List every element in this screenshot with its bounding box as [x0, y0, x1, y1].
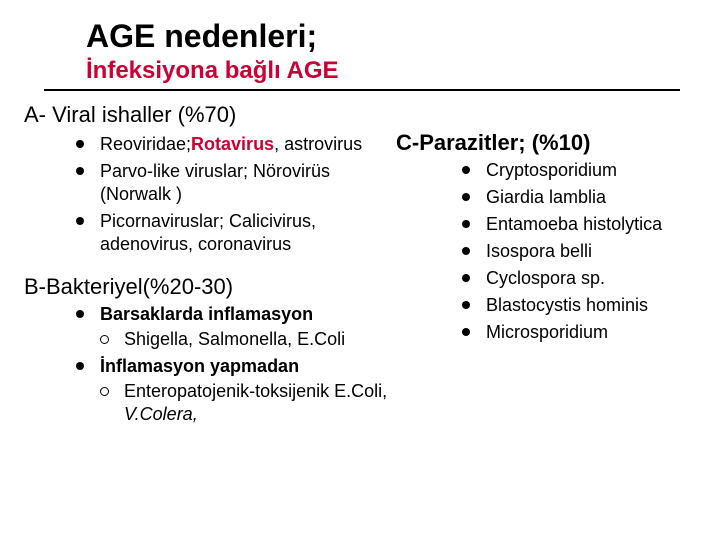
section-c-list: Cryptosporidium Giardia lamblia Entamoeb… — [462, 159, 720, 348]
section-a-list: Reoviridae;Rotavirus, astrovirus Parvo-l… — [76, 133, 396, 260]
text-bold: İnflamasyon yapmadan — [100, 356, 299, 376]
list-item: Picornaviruslar; Calicivirus, adenovirus… — [76, 210, 396, 256]
text-bold: Barsaklarda inflamasyon — [100, 304, 313, 324]
sublist: Shigella, Salmonella, E.Coli — [100, 328, 396, 351]
section-b-list: Barsaklarda inflamasyon Shigella, Salmon… — [76, 303, 396, 430]
list-item: Cryptosporidium — [462, 159, 720, 182]
text-italic: V.Colera, — [124, 404, 198, 424]
list-item: Isospora belli — [462, 240, 720, 263]
list-item: Microsporidium — [462, 321, 720, 344]
list-item: Cyclospora sp. — [462, 267, 720, 290]
list-item: Entamoeba histolytica — [462, 213, 720, 236]
text: , astrovirus — [274, 134, 362, 154]
list-item: Barsaklarda inflamasyon Shigella, Salmon… — [76, 303, 396, 351]
section-a-heading: A- Viral ishaller (%70) — [24, 101, 236, 129]
section-c-heading: C-Parazitler; (%10) — [396, 129, 590, 157]
list-item: İnflamasyon yapmadan Enteropatojenik-tok… — [76, 355, 396, 426]
sublist: Enteropatojenik-toksijenik E.Coli, V.Col… — [100, 380, 396, 426]
divider — [44, 89, 680, 91]
slide-root: AGE nedenleri; İnfeksiyona bağlı AGE A- … — [0, 0, 720, 111]
text-highlight: Rotavirus — [191, 134, 274, 154]
list-item: Reoviridae;Rotavirus, astrovirus — [76, 133, 396, 156]
list-item: Blastocystis hominis — [462, 294, 720, 317]
section-b-heading: B-Bakteriyel(%20-30) — [24, 273, 233, 301]
text: Enteropatojenik-toksijenik E.Coli, — [124, 381, 387, 401]
text: Reoviridae; — [100, 134, 191, 154]
sub-item: Enteropatojenik-toksijenik E.Coli, V.Col… — [100, 380, 396, 426]
sub-item: Shigella, Salmonella, E.Coli — [100, 328, 396, 351]
list-item: Parvo-like viruslar; Nörovirüs (Norwalk … — [76, 160, 396, 206]
slide-title: AGE nedenleri; — [86, 18, 690, 55]
slide-subtitle: İnfeksiyona bağlı AGE — [86, 57, 690, 85]
list-item: Giardia lamblia — [462, 186, 720, 209]
